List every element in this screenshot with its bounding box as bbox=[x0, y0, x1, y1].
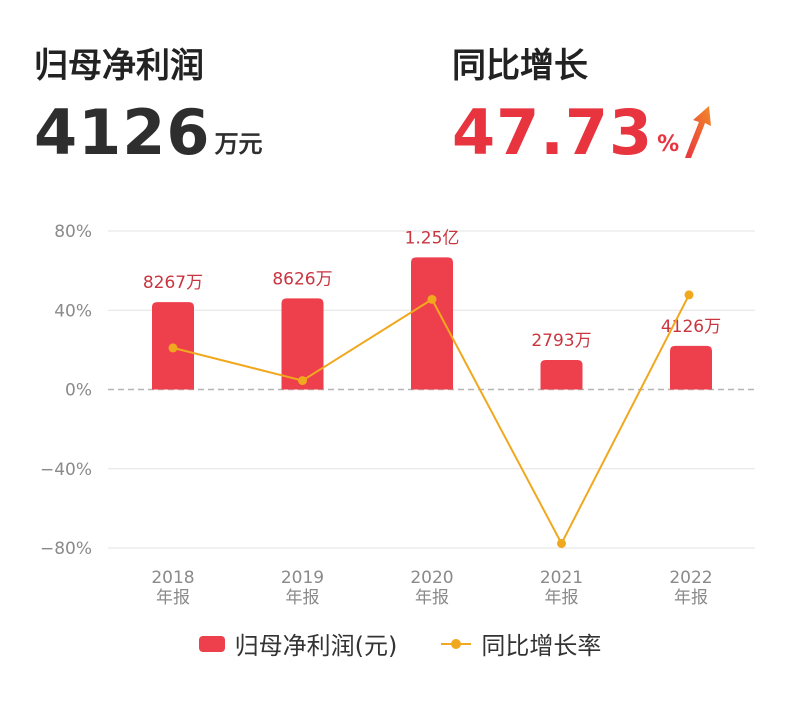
profit-value-row: 4126 万元 bbox=[34, 102, 263, 164]
profit-kpi: 归母净利润 4126 万元 bbox=[34, 44, 263, 164]
growth-point bbox=[298, 376, 307, 386]
growth-point bbox=[168, 343, 178, 353]
growth-label: 同比增长 bbox=[452, 46, 588, 86]
legend-item-growth[interactable]: 同比增长率 bbox=[441, 626, 601, 661]
y-tick-label: −40% bbox=[40, 460, 92, 480]
chart-legend: 归母净利润(元) 同比增长率 bbox=[0, 626, 800, 661]
y-tick-label: −80% bbox=[40, 539, 92, 559]
growth-value-row: 47.73 % bbox=[452, 102, 715, 164]
profit-bars bbox=[152, 257, 712, 390]
growth-point bbox=[684, 290, 694, 300]
y-tick-label: 40% bbox=[54, 301, 92, 321]
legend-label-profit: 归母净利润(元) bbox=[234, 632, 398, 660]
x-tick-label: 2021 年报 bbox=[540, 568, 583, 608]
y-axis-ticks: 80% 40% 0% −40% −80% bbox=[40, 222, 92, 559]
profit-value: 4126 bbox=[34, 96, 211, 169]
bar-data-label: 8626万 bbox=[272, 269, 332, 289]
legend-label-growth: 同比增长率 bbox=[481, 632, 602, 660]
growth-point bbox=[557, 538, 566, 548]
x-tick-label: 2022 年报 bbox=[669, 568, 712, 608]
x-tick-label: 2020 年报 bbox=[410, 568, 453, 608]
legend-bar-swatch bbox=[198, 635, 225, 652]
growth-point bbox=[427, 294, 437, 304]
profit-bar bbox=[281, 298, 324, 390]
profit-bar bbox=[411, 257, 453, 390]
arrow-up-icon bbox=[685, 106, 712, 158]
profit-label: 归母净利润 bbox=[34, 46, 204, 86]
bar-data-label: 8267万 bbox=[143, 273, 203, 293]
bar-data-label: 1.25亿 bbox=[405, 228, 460, 248]
profit-bar bbox=[540, 359, 583, 390]
x-axis-ticks: 2018 年报 2019 年报 2020 年报 2021 年报 2022 年报 bbox=[151, 568, 712, 608]
y-tick-label: 80% bbox=[54, 222, 92, 242]
profit-bar bbox=[670, 345, 712, 390]
bar-data-label: 2793万 bbox=[531, 331, 591, 351]
legend-item-profit[interactable]: 归母净利润(元) bbox=[198, 626, 398, 661]
growth-line bbox=[168, 290, 694, 548]
profit-unit: 万元 bbox=[214, 130, 263, 158]
x-tick-label: 2018 年报 bbox=[151, 568, 194, 608]
growth-value: 47.73 bbox=[452, 96, 654, 169]
growth-kpi: 同比增长 47.73 % bbox=[452, 44, 715, 164]
x-tick-label: 2019 年报 bbox=[281, 568, 324, 608]
legend-line-swatch bbox=[441, 636, 472, 652]
profit-growth-chart: 80%40%0%−40%−80% 8267万 8626万1.25亿2793万412… bbox=[40, 222, 755, 608]
growth-unit: % bbox=[657, 132, 680, 157]
y-tick-label: 0% bbox=[65, 381, 92, 401]
